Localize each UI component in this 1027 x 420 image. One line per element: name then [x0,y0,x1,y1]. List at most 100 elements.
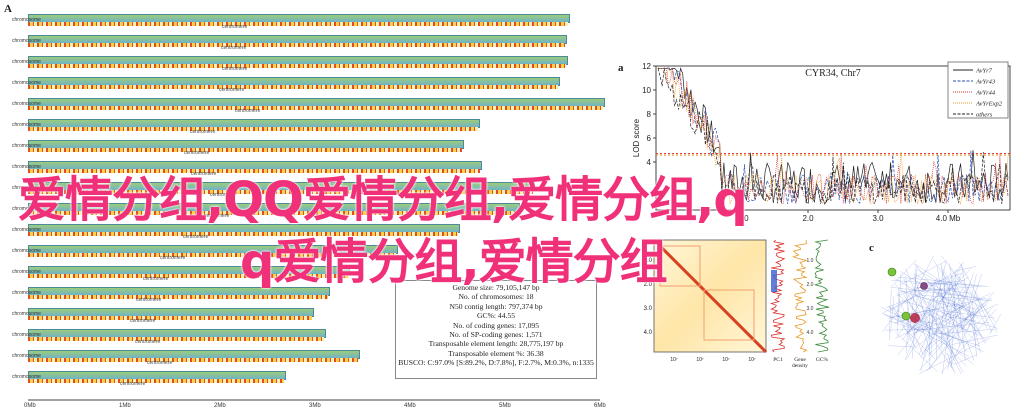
genome-stat-line: GC%: 44.55 [477,311,515,321]
y-tick-label: 4 [647,158,652,167]
chromosome-track: chromosome centromere [12,77,560,93]
network-edge [941,266,986,344]
network-edge [926,313,980,336]
network-edge [936,312,957,361]
network-edge [890,296,895,333]
chromosome-track: chromosome centromere [12,287,330,303]
lod-chart-title: CYR34, Chr7 [805,68,861,79]
feature-track [28,274,348,278]
genome-axis-tick-label: 1Mb [119,403,131,409]
hic-side-track [813,239,830,353]
x-tick-label: 1.0 [737,214,749,223]
chromosome-track: chromosome centromere [12,350,360,366]
network-edge [945,297,993,345]
hic-track-label: density [792,363,808,369]
hic-diagonal [652,238,768,354]
network-edge [916,322,990,331]
genome-map-axis-labels: 0Mb 1Mb 2Mb 3Mb 4Mb 5Mb 6Mb [0,403,610,415]
network-edge [908,255,935,304]
genome-map: chromosome centromere chromosome centromere… [12,14,605,387]
network-edge [967,308,979,330]
network-edge [904,290,935,361]
network-edge [923,277,961,359]
chromosome-label: chromosome [12,80,41,86]
network-edge [898,277,952,282]
network-edge [914,313,961,348]
legend-entry: AvYrExp2 [975,101,1003,108]
genome-stat-line: No. of coding genes: 17,095 [452,320,540,330]
network-edge [917,289,958,292]
network-edge [941,309,997,373]
network-edge [915,263,917,296]
hic-domain [659,245,701,287]
network-edge [918,291,947,356]
centromere-label: centromere [120,381,146,387]
genome-axis-tick-label: 4Mb [404,403,416,409]
genome-map-x-axis [28,399,600,401]
lod-score-chart: CYR34, Chr7 12 10 8 6 4 LOD score 1.0 2.0 3.0 4.0 … [632,61,1011,223]
panel-label-A: A [4,3,12,15]
genome-axis-tick-label: 0Mb [24,403,36,409]
network-edge [895,293,991,339]
hic-side-tick-label: 1.0 [807,258,814,264]
genome-stat-line: Transposable element length: 28,775,197 … [428,339,564,349]
feature-track [28,295,328,299]
lod-series-line [658,67,1009,205]
genome-stat-line: N50 contig length: 797,374 bp [449,301,543,311]
chromosome-track: chromosome centromere [12,35,567,51]
chromosome-label: chromosome [12,374,41,380]
chromosome-label: chromosome [12,353,41,359]
network-edge [913,311,967,367]
centromere-label: centromere [221,45,247,51]
lod-series-line [657,66,1009,205]
network-edge [977,307,993,324]
feature-track [28,379,284,383]
genome-axis-tick-label: 5Mb [499,403,511,409]
network-edge [940,327,946,335]
hic-side-tick-label: 4.0 [807,330,814,336]
chromosome-track: chromosome centromere [12,140,464,156]
feature-track [28,148,462,152]
panel-label-a: a [618,62,624,74]
network-edge [888,289,892,341]
centromere-label: centromere [191,171,217,177]
network-edge [919,330,955,371]
network-edge [914,288,942,331]
network-node-highlight [887,267,897,277]
hic-side-tick-label: 2.0 [807,282,814,288]
x-tick-label: 2.0 [802,214,814,223]
feature-track [28,169,480,173]
network-edge [899,286,984,293]
feature-track [28,253,396,257]
hic-track-label: Gene [794,357,806,363]
lod-series-line [658,67,1009,205]
chromosome-track: chromosome centromere [12,14,570,30]
network-edge [940,310,995,318]
genome-stat-line: Transposable element %: 36.38 [448,348,544,358]
centromere-label: centromere [147,360,173,366]
network-edge [932,329,996,335]
legend-entry: AvYr44 [975,90,996,97]
network-edge [920,283,966,358]
hic-x-tick-label: 10⁷ [696,357,704,363]
genome-stat-line: No. of SP-coding genes: 1,571 [449,330,543,340]
chromosome-label: chromosome [12,269,41,275]
centromere-label: centromere [135,339,161,345]
centromere-label: centromere [222,66,248,72]
feature-track [28,190,533,194]
chromosome-label: chromosome [12,164,41,170]
network-edge [926,297,991,352]
chromosome-track: chromosome centromere [12,224,460,240]
centromere-label: centromere [204,213,230,219]
network-panel [880,255,1001,375]
x-tick-label: 3.0 [872,214,884,223]
network-edge [906,313,931,333]
chromosome-label: chromosome [12,248,41,254]
hic-y-tick-label: 4.0 [644,330,653,336]
lod-series-line [657,68,1009,205]
chromosome-track: chromosome centromere [12,329,326,345]
y-tick-label: 6 [647,134,652,143]
network-edge [911,291,966,328]
network-edge [974,301,988,329]
legend-entry: others [976,112,993,119]
